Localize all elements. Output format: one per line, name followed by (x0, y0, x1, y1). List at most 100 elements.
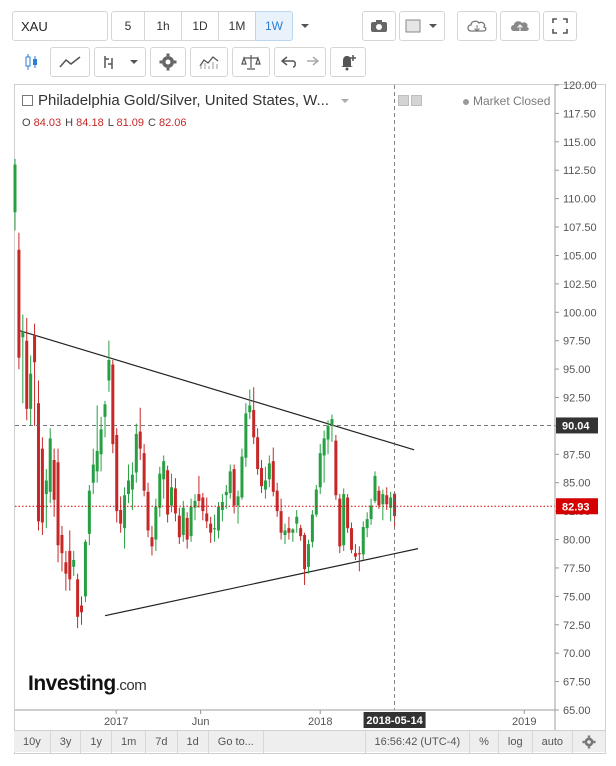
candle-body[interactable] (338, 498, 342, 547)
candle-body[interactable] (103, 404, 107, 417)
candle-body[interactable] (76, 579, 80, 617)
percent-scale-button[interactable]: % (470, 730, 499, 753)
candle-body[interactable] (267, 463, 271, 480)
range-1m-button[interactable]: 1m (112, 730, 147, 753)
candle-body[interactable] (29, 373, 33, 409)
studies-button[interactable] (190, 47, 228, 77)
candle-body[interactable] (25, 340, 29, 409)
interval-1h-button[interactable]: 1h (144, 11, 182, 41)
range-1y-button[interactable]: 1y (81, 730, 112, 753)
candle-body[interactable] (146, 491, 150, 531)
candle-body[interactable] (334, 440, 338, 496)
candle-body[interactable] (111, 364, 115, 445)
candle-body[interactable] (326, 425, 330, 440)
candle-body[interactable] (154, 506, 158, 540)
candle-body[interactable] (216, 506, 220, 531)
candle-body[interactable] (44, 480, 48, 495)
candle-body[interactable] (381, 494, 385, 505)
candle-body[interactable] (314, 489, 318, 515)
candle-body[interactable] (33, 335, 37, 363)
candle-body[interactable] (193, 500, 197, 508)
candle-body[interactable] (299, 528, 303, 537)
candle-body[interactable] (260, 467, 264, 487)
candle-body[interactable] (17, 249, 21, 358)
candle-body[interactable] (283, 530, 287, 535)
candle-body[interactable] (361, 527, 365, 555)
candle-body[interactable] (322, 438, 326, 456)
candle-body[interactable] (60, 535, 64, 554)
candle-body[interactable] (138, 431, 142, 449)
goto-date-button[interactable]: Go to... (209, 730, 264, 753)
candle-body[interactable] (353, 553, 357, 557)
candle-body[interactable] (385, 495, 389, 505)
candle-body[interactable] (150, 537, 154, 547)
trendline[interactable] (104, 548, 419, 617)
candle-body[interactable] (291, 529, 295, 533)
candle-body[interactable] (197, 494, 201, 501)
screenshot-button[interactable] (362, 11, 396, 41)
line-style-button[interactable] (50, 47, 90, 77)
candle-body[interactable] (365, 519, 369, 529)
undo-icon[interactable] (281, 56, 297, 68)
range-1d-button[interactable]: 1d (178, 730, 209, 753)
chart-settings-button[interactable] (573, 730, 606, 753)
candle-body[interactable] (40, 448, 44, 523)
candle-body[interactable] (21, 331, 25, 338)
candle-body[interactable] (119, 510, 123, 524)
candle-body[interactable] (389, 497, 393, 508)
interval-1w-button[interactable]: 1W (255, 11, 293, 41)
candle-body[interactable] (134, 433, 138, 473)
candle-body[interactable] (248, 405, 252, 413)
candle-body[interactable] (177, 515, 181, 538)
candle-body[interactable] (189, 506, 193, 537)
candle-body[interactable] (350, 528, 354, 550)
candle-body[interactable] (342, 494, 346, 546)
candle-body[interactable] (213, 528, 217, 530)
redo-icon[interactable] (303, 56, 319, 68)
alert-button[interactable] (330, 47, 366, 77)
candle-body[interactable] (99, 429, 103, 455)
candle-body[interactable] (330, 419, 334, 426)
candle-body[interactable] (87, 490, 91, 534)
candle-body[interactable] (377, 490, 381, 506)
trendline[interactable] (18, 329, 415, 451)
candle-body[interactable] (279, 511, 283, 533)
candle-body[interactable] (185, 517, 189, 540)
chart-color-button[interactable] (399, 11, 445, 41)
indicators-button[interactable] (94, 47, 146, 77)
candle-body[interactable] (357, 553, 361, 555)
legend-settings-icon[interactable] (398, 95, 409, 106)
candle-body[interactable] (306, 544, 310, 567)
candle-body[interactable] (36, 403, 40, 522)
candle-body[interactable] (310, 514, 314, 542)
candle-body[interactable] (158, 473, 162, 508)
collapse-legend-icon[interactable] (22, 95, 33, 106)
candle-body[interactable] (303, 535, 307, 570)
candle-body[interactable] (295, 516, 299, 524)
candle-body[interactable] (162, 461, 166, 480)
candle-body[interactable] (205, 513, 209, 522)
timezone-clock[interactable]: 16:56:42 (UTC-4) (364, 730, 471, 753)
candle-body[interactable] (287, 528, 291, 533)
candle-body[interactable] (13, 164, 17, 213)
candle-body[interactable] (236, 496, 240, 506)
candle-body[interactable] (83, 541, 87, 597)
auto-scale-button[interactable]: auto (533, 730, 573, 753)
candle-body[interactable] (123, 495, 127, 529)
range-3y-button[interactable]: 3y (51, 730, 82, 753)
candle-body[interactable] (95, 450, 99, 472)
legend-remove-icon[interactable] (411, 95, 422, 106)
candle-body[interactable] (275, 490, 279, 512)
candle-body[interactable] (228, 471, 232, 493)
chevron-down-icon[interactable] (340, 98, 350, 104)
candle-body[interactable] (240, 456, 244, 498)
candle-body[interactable] (256, 437, 260, 470)
load-chart-button[interactable] (457, 11, 497, 41)
candle-body[interactable] (56, 462, 60, 546)
legend-title[interactable]: Philadelphia Gold/Silver, United States,… (22, 92, 350, 109)
candle-body[interactable] (181, 507, 185, 535)
candle-body[interactable] (80, 605, 84, 613)
candle-body[interactable] (224, 491, 228, 496)
candle-body[interactable] (68, 550, 72, 580)
